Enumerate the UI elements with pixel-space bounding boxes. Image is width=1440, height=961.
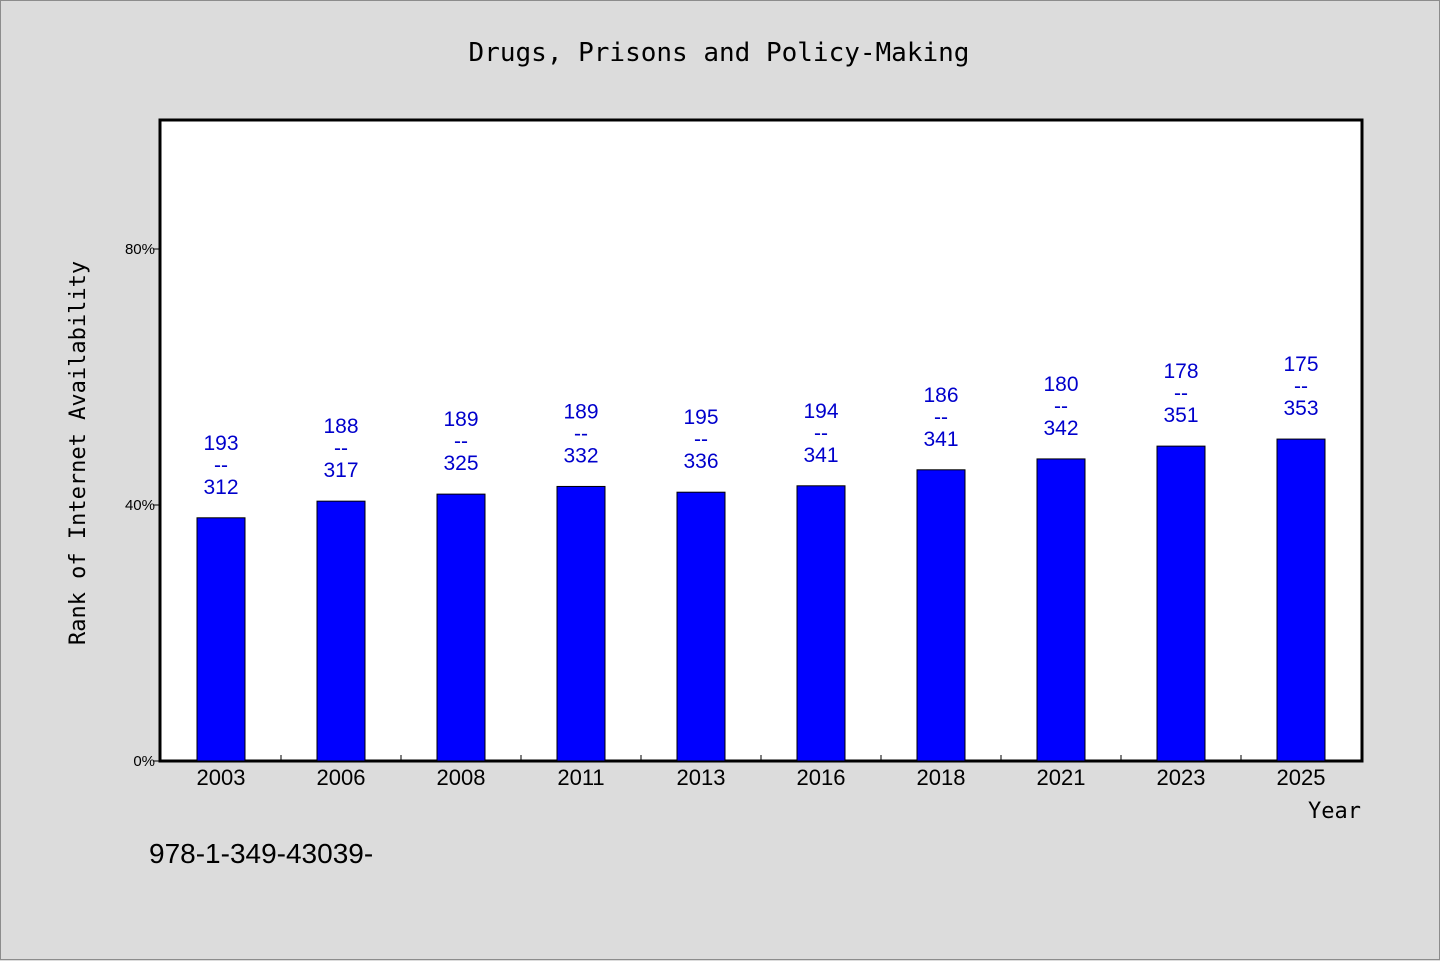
bar	[1156, 445, 1206, 762]
bar-label-bottom: 341	[803, 444, 838, 467]
bar-label-bottom: 325	[443, 452, 478, 475]
x-tick-label: 2006	[317, 765, 366, 790]
bar-label-top: 189	[443, 408, 478, 431]
x-tick-label: 2011	[557, 765, 604, 790]
x-tick-label: 2008	[437, 765, 486, 790]
bar	[916, 469, 966, 762]
bar	[676, 491, 726, 762]
bar-label-sep: --	[1174, 382, 1188, 405]
bar-label-top: 195	[683, 406, 718, 429]
bar-series	[196, 438, 1326, 762]
footnote: 978-1-349-43039-	[149, 838, 373, 869]
bar-label-sep: --	[214, 454, 228, 477]
bar-label-bottom: 312	[203, 476, 238, 499]
x-tick-label: 2016	[797, 765, 846, 790]
bar-label-sep: --	[1294, 375, 1308, 398]
bar-label-sep: --	[694, 428, 708, 451]
x-tick-label: 2021	[1037, 765, 1086, 790]
chart-title: Drugs, Prisons and Policy-Making	[469, 38, 970, 68]
x-tick-label: 2013	[677, 765, 726, 790]
bar-label-sep: --	[334, 437, 348, 460]
bar-label-top: 189	[563, 400, 598, 423]
bar-label-top: 188	[323, 415, 358, 438]
bar-label-top: 193	[203, 432, 238, 455]
bar	[316, 500, 366, 762]
bar-label-bottom: 317	[323, 459, 358, 482]
bar-label-group: 193--312188--317189--325189--332195--336…	[203, 353, 1318, 499]
x-tick-label: 2025	[1277, 765, 1326, 790]
x-tick-label: 2018	[917, 765, 966, 790]
bar-label-top: 175	[1283, 353, 1318, 376]
y-axis: 0% 40% 80%	[125, 241, 161, 770]
bar-label-sep: --	[1054, 395, 1068, 418]
x-tick-label: 2023	[1157, 765, 1206, 790]
y-tick-label: 80%	[125, 241, 155, 258]
bar-label-top: 178	[1163, 360, 1198, 383]
bar-label-bottom: 336	[683, 450, 718, 473]
bar-label-sep: --	[814, 422, 828, 445]
bar	[1276, 438, 1326, 762]
bar	[1036, 458, 1086, 762]
bar-label-sep: --	[574, 422, 588, 445]
bar-label-sep: --	[454, 430, 468, 453]
bar-label-bottom: 351	[1163, 404, 1198, 427]
bar-label-bottom: 342	[1043, 417, 1078, 440]
bar-label-top: 180	[1043, 373, 1078, 396]
x-tick-label: 2003	[197, 765, 246, 790]
bar	[196, 517, 246, 762]
x-axis-title: Year	[1308, 799, 1361, 824]
bar	[556, 485, 606, 762]
bar-label-bottom: 341	[923, 428, 958, 451]
bar	[796, 485, 846, 762]
bar-label-top: 194	[803, 400, 838, 423]
x-axis: 2003 2006 2008 2011 2013 2016 2018 2021 2023 2025	[197, 755, 1326, 790]
bar-label-top: 186	[923, 384, 958, 407]
bar-label-sep: --	[934, 406, 948, 429]
y-axis-title: Rank of Internet Availability	[66, 261, 91, 645]
bar-label-bottom: 353	[1283, 397, 1318, 420]
y-tick-label: 0%	[133, 753, 155, 770]
bar	[436, 493, 486, 762]
bar-label-bottom: 332	[563, 444, 598, 467]
y-tick-label: 40%	[125, 497, 155, 514]
